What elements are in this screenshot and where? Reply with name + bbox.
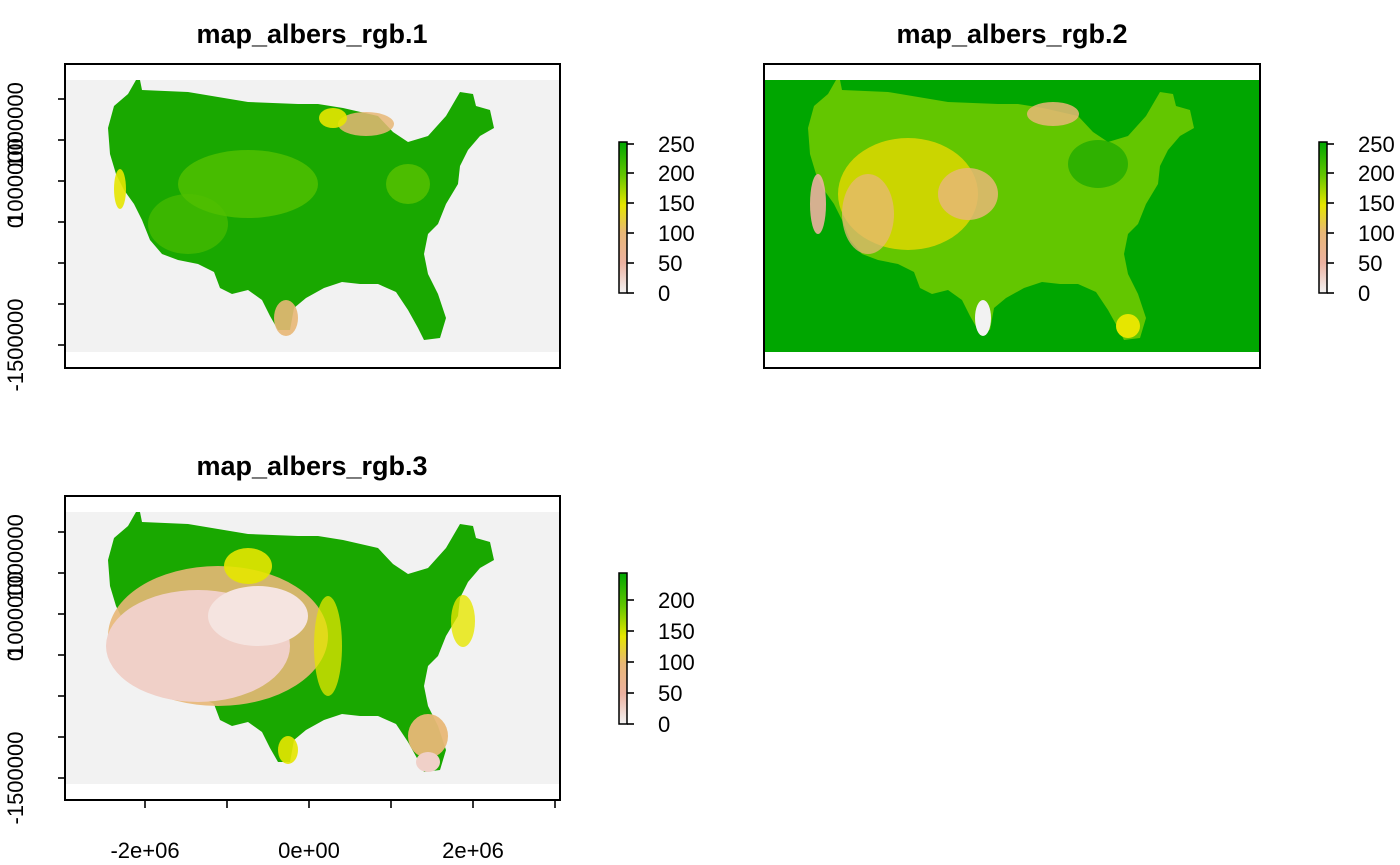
panel-1-y-axis: -1500000 0 1000000 1000000 <box>3 82 65 391</box>
panel-1-legend: 0 50 100 150 200 250 <box>618 132 695 306</box>
panel-2-legend-label: 50 <box>1358 251 1382 276</box>
panel-3-y-tick-label: -1500000 <box>3 732 28 825</box>
panel-3-title: map_albers_rgb.3 <box>196 451 427 481</box>
panel-2: map_albers_rgb.2 0 <box>763 19 1395 369</box>
panel-2-legend-label: 150 <box>1358 191 1395 216</box>
panel-2-frame <box>763 63 1261 369</box>
panel-3-legend-label: 0 <box>658 712 670 737</box>
panel-3-legend-label: 100 <box>658 650 695 675</box>
panel-1-legend-label: 150 <box>658 191 695 216</box>
panel-3-x-tick-label: 0e+00 <box>278 838 340 863</box>
panel-2-legend-label: 0 <box>1358 281 1370 306</box>
panel-1-y-tick-label: 1000000 <box>3 82 28 168</box>
panel-3-legend-colorbar <box>618 572 628 725</box>
panel-1-frame <box>64 63 561 369</box>
panel-1-legend-label: 250 <box>658 132 695 157</box>
panel-1-y-tick-label: -1500000 <box>3 299 28 392</box>
panel-1-raster <box>108 80 494 340</box>
panel-2-title: map_albers_rgb.2 <box>896 19 1127 49</box>
panel-3-x-tick-label: -2e+06 <box>110 838 179 863</box>
panel-2-legend: 0 50 100 150 200 250 <box>1318 132 1395 306</box>
panel-3-y-tick-label: 0 <box>3 649 28 661</box>
panel-1: map_albers_rgb.1 -1500000 <box>3 19 695 391</box>
panel-2-legend-label: 100 <box>1358 221 1395 246</box>
panel-3: map_albers_rgb.3 <box>3 451 695 863</box>
panel-2-legend-label: 250 <box>1358 132 1395 157</box>
panel-3-legend: 0 50 100 150 200 <box>618 572 695 737</box>
panel-1-legend-label: 50 <box>658 251 682 276</box>
panel-3-raster <box>106 512 494 772</box>
panel-2-legend-label: 200 <box>1358 161 1395 186</box>
panel-1-legend-label: 0 <box>658 281 670 306</box>
panel-3-y-axis: -1500000 0 1000000 1000000 <box>3 514 65 824</box>
panel-3-legend-label: 150 <box>658 619 695 644</box>
panel-3-y-tick-label: 1000000 <box>3 514 28 600</box>
panel-2-raster <box>808 80 1194 340</box>
panel-3-x-tick-label: 2e+06 <box>442 838 504 863</box>
panel-1-legend-colorbar <box>618 141 628 294</box>
panel-1-y-tick-label: 0 <box>3 216 28 228</box>
panel-1-legend-label: 100 <box>658 221 695 246</box>
panel-3-x-axis: -2e+06 0e+00 2e+06 <box>110 800 556 863</box>
panel-2-legend-colorbar <box>1318 141 1328 294</box>
panel-3-frame <box>64 495 561 801</box>
panel-1-y-tick-label: 1000000 <box>3 138 28 224</box>
panel-3-y-tick-label: 1000000 <box>3 571 28 657</box>
panel-3-legend-label: 200 <box>658 588 695 613</box>
panel-1-legend-label: 200 <box>658 161 695 186</box>
panel-1-title: map_albers_rgb.1 <box>196 19 427 49</box>
panel-3-legend-label: 50 <box>658 681 682 706</box>
